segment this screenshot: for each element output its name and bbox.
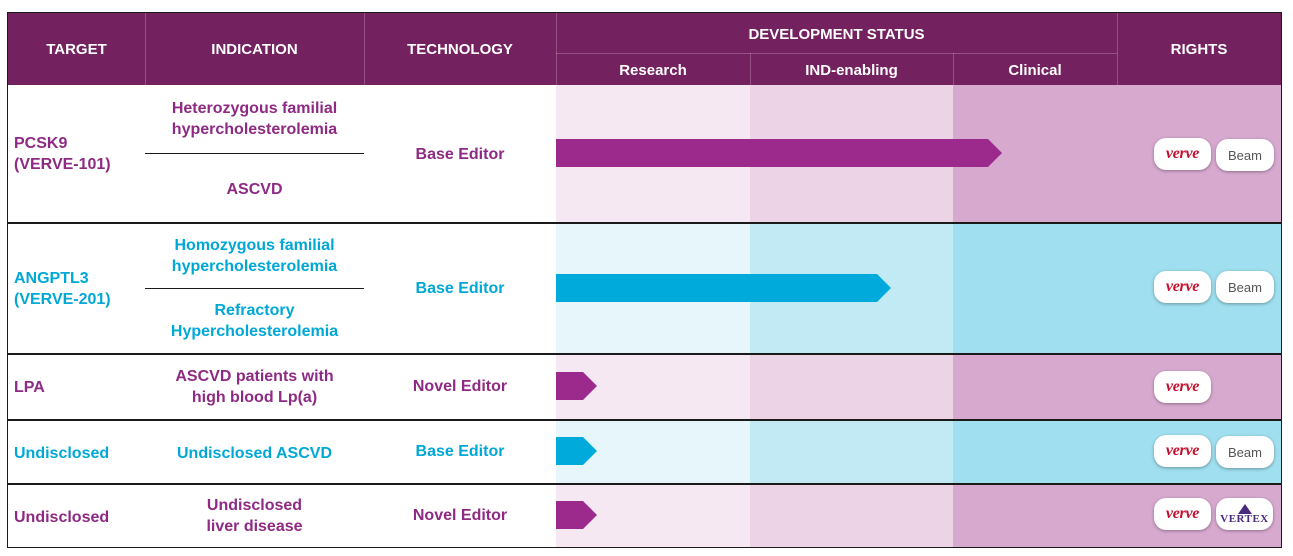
header-divider: [1117, 13, 1118, 85]
indication-line: Homozygous familial: [174, 237, 335, 254]
verve-logo-text: verve: [1165, 505, 1200, 522]
beam-logo-text: Beam: [1228, 444, 1262, 460]
stage-clinical-bg: [953, 485, 1117, 547]
verve-logo: verve: [1154, 371, 1211, 403]
header-indication-label: INDICATION: [211, 41, 298, 58]
target-name: ANGPTL3 (VERVE-201): [14, 268, 111, 310]
target-name: LPA: [14, 379, 45, 396]
target-name: Undisclosed: [14, 509, 110, 526]
indication-primary: ASCVD patients with high blood Lp(a): [145, 366, 364, 408]
stage-ind-bg: [750, 421, 953, 483]
header-divider: [364, 13, 365, 85]
verve-logo: verve: [1154, 271, 1211, 303]
beam-logo: Beam: [1216, 271, 1274, 303]
stage-ind-bg: [750, 355, 953, 419]
header-divider: [556, 53, 1117, 54]
pipeline-row-lpa: LPA ASCVD patients with high blood Lp(a)…: [8, 355, 1281, 419]
progress-bar: [556, 139, 1002, 167]
header-development-status: DEVELOPMENT STATUS Research IND-enabling…: [556, 13, 1117, 85]
target-line: ANGPTL3: [14, 270, 89, 287]
progress-bar: [556, 274, 891, 302]
pipeline-row-undisclosed-liver: Undisclosed Undisclosed liver disease No…: [8, 485, 1281, 547]
header-divider: [750, 53, 751, 85]
indication-secondary: ASCVD: [226, 181, 283, 198]
verve-logo-text: verve: [1165, 442, 1200, 459]
indication-line: Hypercholesterolemia: [170, 323, 339, 340]
verve-logo-text: verve: [1165, 378, 1200, 395]
indication-secondary: Refractory Hypercholesterolemia: [145, 300, 364, 342]
verve-logo-text: verve: [1165, 278, 1200, 295]
header-rights-label: RIGHTS: [1170, 41, 1228, 58]
beam-logo-text: Beam: [1228, 147, 1262, 163]
verve-logo: verve: [1154, 498, 1211, 530]
indication-divider: [145, 288, 364, 289]
header-stage-ind-enabling: IND-enabling: [805, 62, 898, 79]
vertex-logo: VERTEX: [1216, 498, 1273, 530]
row-divider: [8, 353, 1281, 355]
indication-primary: Heterozygous familial hypercholesterolem…: [145, 98, 364, 140]
progress-bar: [556, 501, 597, 529]
target-line: PCSK9: [14, 135, 68, 152]
target-name: PCSK9 (VERVE-101): [14, 133, 111, 175]
header-target-label: TARGET: [46, 41, 107, 58]
indication-line: Undisclosed: [206, 497, 303, 514]
target-line: (VERVE-101): [14, 156, 111, 173]
row-divider: [8, 483, 1281, 485]
header-technology: TECHNOLOGY: [364, 13, 556, 85]
technology-label: Base Editor: [415, 146, 505, 163]
stage-clinical-bg: [953, 224, 1117, 353]
verve-logo: verve: [1154, 435, 1211, 467]
technology-label: Base Editor: [415, 443, 505, 460]
technology-label: Base Editor: [415, 280, 505, 297]
header-development-status-label: DEVELOPMENT STATUS: [748, 26, 925, 43]
header-target: TARGET: [8, 13, 145, 85]
vertex-triangle-icon: [1237, 503, 1252, 514]
header-stage-research: Research: [619, 62, 687, 79]
indication-line: hypercholesterolemia: [171, 121, 338, 138]
pipeline-row-pcsk9: PCSK9 (VERVE-101) Heterozygous familial …: [8, 85, 1281, 222]
indication-line: Refractory: [214, 302, 295, 319]
beam-logo: Beam: [1216, 139, 1274, 171]
header-rights: RIGHTS: [1117, 13, 1281, 85]
indication-line: hypercholesterolemia: [171, 258, 338, 275]
target-line: (VERVE-201): [14, 291, 111, 308]
header-divider: [556, 13, 557, 85]
verve-logo: verve: [1154, 138, 1211, 170]
technology-label: Novel Editor: [412, 378, 508, 395]
stage-clinical-bg: [953, 355, 1117, 419]
header-divider: [953, 53, 954, 85]
beam-logo-text: Beam: [1228, 279, 1262, 295]
indication-primary: Undisclosed ASCVD: [177, 445, 332, 462]
indication-line: liver disease: [206, 518, 303, 535]
row-divider: [8, 222, 1281, 224]
pipeline-table: TARGET INDICATION TECHNOLOGY DEVELOPMENT…: [7, 12, 1282, 548]
indication-line: Heterozygous familial: [171, 100, 338, 117]
progress-bar: [556, 372, 597, 400]
header-stage-clinical: Clinical: [1008, 62, 1062, 79]
vertex-logo-text: VERTEX: [1220, 512, 1269, 525]
indication-primary: Undisclosed liver disease: [145, 495, 364, 537]
indication-primary: Homozygous familial hypercholesterolemia: [145, 235, 364, 277]
pipeline-row-angptl3: ANGPTL3 (VERVE-201) Homozygous familial …: [8, 224, 1281, 353]
header-technology-label: TECHNOLOGY: [407, 41, 513, 58]
target-name: Undisclosed: [14, 445, 110, 462]
header-indication: INDICATION: [145, 13, 364, 85]
indication-line: ASCVD patients with: [175, 368, 334, 385]
indication-divider: [145, 153, 364, 154]
beam-logo: Beam: [1216, 436, 1274, 468]
header-divider: [145, 13, 146, 85]
technology-label: Novel Editor: [412, 507, 508, 524]
indication-line: high blood Lp(a): [191, 389, 318, 406]
stage-clinical-bg: [953, 421, 1117, 483]
row-divider: [8, 419, 1281, 421]
verve-logo-text: verve: [1165, 145, 1200, 162]
stage-ind-bg: [750, 485, 953, 547]
vertex-logo-mark: VERTEX: [1220, 503, 1269, 525]
pipeline-row-undisclosed-ascvd: Undisclosed Undisclosed ASCVD Base Edito…: [8, 421, 1281, 483]
progress-bar: [556, 437, 597, 465]
